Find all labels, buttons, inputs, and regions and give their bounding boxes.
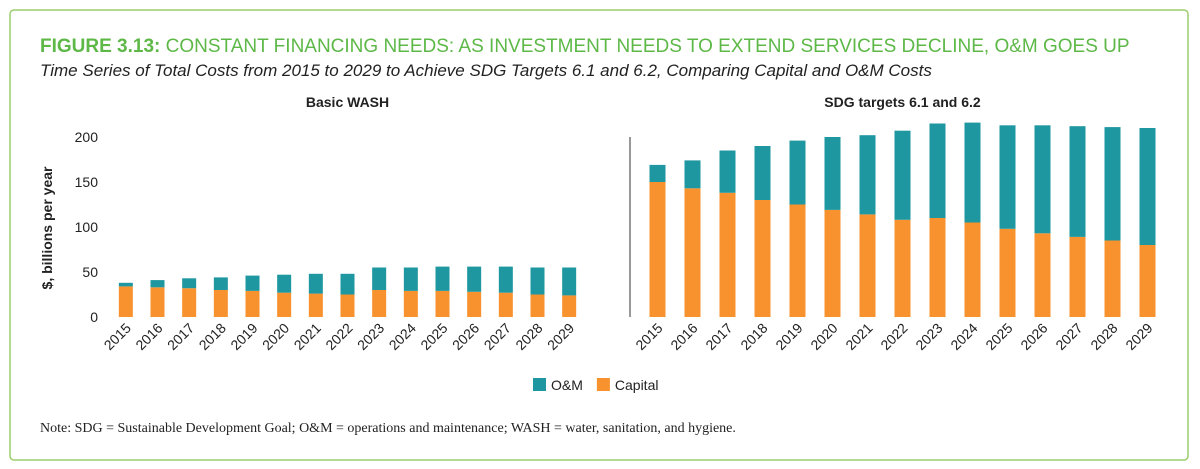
bar-segment bbox=[789, 204, 806, 317]
bar-segment bbox=[719, 150, 736, 193]
bar-segment bbox=[1139, 128, 1156, 245]
bar-segment bbox=[824, 137, 841, 210]
bar-segment bbox=[1069, 126, 1086, 237]
bar-segment bbox=[649, 182, 666, 317]
bar-segment bbox=[150, 287, 165, 317]
bar-segment bbox=[562, 267, 577, 296]
bar-segment bbox=[894, 130, 911, 220]
bar-segment bbox=[213, 290, 228, 317]
bar-segment bbox=[789, 140, 806, 205]
bar-segment bbox=[403, 290, 418, 317]
panel-title: Basic WASH bbox=[306, 94, 389, 110]
bar-segment bbox=[1104, 240, 1121, 317]
bar-segment bbox=[684, 188, 701, 317]
bar-segment bbox=[929, 123, 946, 218]
bar-segment bbox=[498, 266, 513, 293]
panel-title: SDG targets 6.1 and 6.2 bbox=[824, 94, 981, 110]
bar-segment bbox=[467, 266, 482, 292]
bar-segment bbox=[277, 274, 292, 293]
bar-segment bbox=[929, 218, 946, 317]
bar-segment bbox=[964, 122, 981, 223]
bar-segment bbox=[245, 290, 260, 317]
bar-segment bbox=[1069, 236, 1086, 317]
bar-segment bbox=[1139, 245, 1156, 317]
bar-segment bbox=[118, 282, 133, 287]
figure-border bbox=[9, 9, 1189, 461]
figure-label: FIGURE 3.13: bbox=[40, 36, 160, 57]
legend-swatch bbox=[533, 378, 546, 391]
bar-segment bbox=[824, 209, 841, 317]
bar-segment bbox=[150, 280, 165, 288]
bar-segment bbox=[649, 164, 666, 182]
bar-segment bbox=[859, 135, 876, 215]
y-tick-label: 0 bbox=[90, 309, 98, 325]
bar-segment bbox=[1104, 127, 1121, 241]
bar-segment bbox=[213, 277, 228, 290]
bar-segment bbox=[340, 273, 355, 295]
bar-segment bbox=[277, 292, 292, 317]
bar-segment bbox=[999, 125, 1016, 229]
bar-segment bbox=[530, 267, 545, 295]
bar-segment bbox=[894, 219, 911, 317]
y-tick-label: 100 bbox=[75, 219, 99, 235]
bar-segment bbox=[435, 266, 450, 291]
bar-segment bbox=[308, 293, 323, 317]
figure-title-text: CONSTANT FINANCING NEEDS: AS INVESTMENT … bbox=[166, 36, 1130, 57]
bar-segment bbox=[498, 292, 513, 317]
bar-segment bbox=[340, 294, 355, 317]
bar-segment bbox=[118, 286, 133, 317]
bar-segment bbox=[245, 275, 260, 291]
legend-swatch bbox=[596, 378, 610, 391]
bar-segment bbox=[467, 291, 482, 317]
y-axis-label: $, billions per year bbox=[39, 166, 55, 289]
legend-label: Capital bbox=[615, 377, 659, 393]
bar-segment bbox=[562, 295, 577, 317]
bar-segment bbox=[859, 214, 876, 317]
bar-segment bbox=[530, 294, 545, 317]
legend-label: O&M bbox=[551, 377, 583, 393]
y-tick-label: 50 bbox=[82, 264, 98, 280]
bar-segment bbox=[719, 192, 736, 317]
bar-segment bbox=[754, 146, 771, 200]
bar-segment bbox=[182, 278, 197, 289]
bar-segment bbox=[684, 160, 701, 189]
bar-segment bbox=[372, 290, 387, 317]
bar-segment bbox=[308, 273, 323, 294]
bar-segment bbox=[1034, 233, 1051, 317]
figure-subtitle: Time Series of Total Costs from 2015 to … bbox=[40, 61, 932, 80]
bar-segment bbox=[435, 290, 450, 317]
y-tick-label: 200 bbox=[75, 129, 99, 145]
bar-segment bbox=[1034, 125, 1051, 234]
bar-segment bbox=[754, 200, 771, 317]
note: Note: SDG = Sustainable Development Goal… bbox=[40, 421, 736, 436]
bar-segment bbox=[182, 288, 197, 317]
bar-segment bbox=[964, 222, 981, 317]
bar-segment bbox=[999, 228, 1016, 317]
bar-segment bbox=[403, 267, 418, 291]
y-tick-label: 150 bbox=[75, 174, 99, 190]
bar-segment bbox=[372, 267, 387, 290]
figure-title: FIGURE 3.13: CONSTANT FINANCING NEEDS: A… bbox=[40, 36, 1130, 57]
